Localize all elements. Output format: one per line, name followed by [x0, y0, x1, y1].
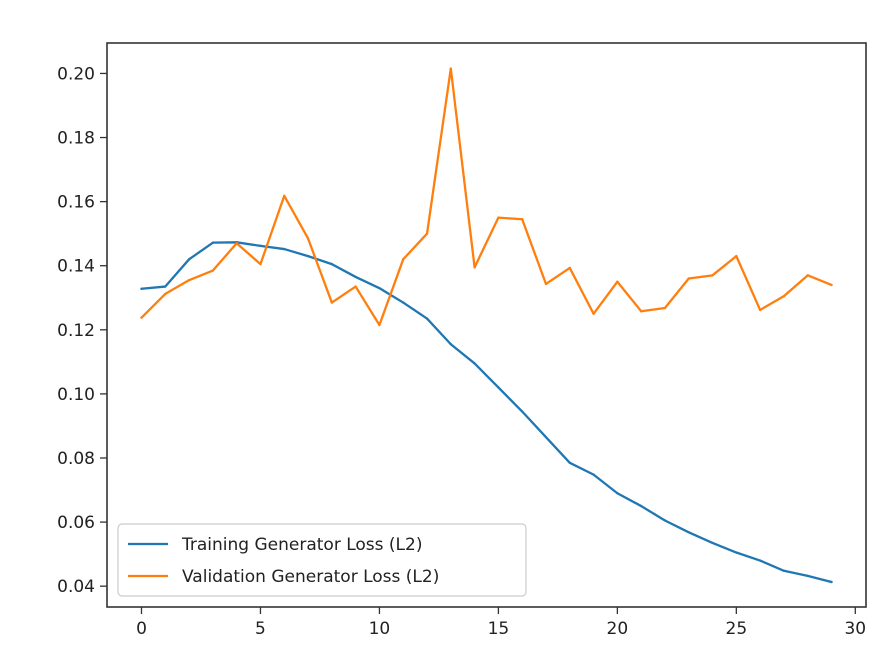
validation-data-point [544, 282, 548, 286]
validation-data-point [616, 280, 619, 283]
training-data-point [806, 574, 809, 578]
training-data-point [544, 435, 548, 439]
validation-data-point [330, 301, 334, 304]
training-data-point [140, 287, 143, 290]
training-data-point [568, 461, 571, 464]
y-tick-label: 0.18 [57, 129, 95, 149]
y-tick-label: 0.12 [57, 321, 95, 341]
x-tick-label: 10 [369, 619, 391, 639]
validation-data-point [425, 232, 429, 235]
plot-frame [106, 42, 867, 608]
y-tick-label: 0.14 [57, 257, 95, 277]
training-data-point [425, 317, 429, 320]
training-data-point [330, 262, 334, 266]
y-tick-label: 0.06 [57, 513, 95, 533]
x-tick-label: 30 [844, 619, 866, 639]
training-data-point [497, 386, 500, 389]
validation-data-point [473, 266, 476, 269]
validation-data-point [782, 294, 786, 298]
training-data-point [306, 254, 310, 258]
training-data-point [520, 410, 524, 413]
legend: Training Generator Loss (L2) Validation G… [117, 523, 527, 597]
x-tick-label: 25 [726, 619, 748, 639]
training-data-point [259, 244, 262, 248]
validation-data-point [402, 258, 405, 261]
validation-data-point [711, 274, 714, 277]
validation-data-point [758, 308, 762, 312]
y-tick-label: 0.10 [57, 385, 95, 405]
training-data-point [616, 492, 619, 495]
training-data-point [663, 519, 667, 522]
legend-box [117, 523, 527, 597]
validation-data-point [259, 262, 262, 266]
series-line-validation [140, 67, 833, 327]
validation-data-point [520, 218, 524, 221]
validation-data-point [211, 269, 215, 272]
validation-data-point [235, 242, 238, 245]
training-data-point [782, 569, 786, 572]
y-tick-label: 0.16 [57, 193, 95, 213]
training-data-point [711, 541, 714, 545]
validation-data-point [806, 274, 809, 277]
validation-data-point [592, 312, 595, 315]
x-tick-label: 15 [488, 619, 510, 639]
training-data-point [449, 343, 453, 346]
training-data-point [735, 551, 738, 554]
validation-data-point [639, 310, 643, 313]
training-data-point [402, 301, 405, 304]
series-line-training [140, 241, 833, 584]
training-data-point [639, 504, 643, 508]
training-data-point [187, 258, 191, 261]
series-layer [140, 67, 833, 584]
validation-data-point [283, 194, 286, 198]
validation-data-point [735, 254, 738, 258]
training-data-point [378, 286, 381, 290]
validation-data-point [378, 323, 381, 327]
x-axis: 0 5 10 15 20 25 30 [136, 607, 866, 639]
training-data-point [830, 580, 833, 584]
training-data-point [164, 285, 167, 288]
x-tick-label: 5 [255, 619, 266, 639]
validation-data-point [306, 237, 310, 240]
y-tick-label: 0.20 [57, 64, 95, 84]
training-data-point [687, 531, 690, 534]
validation-data-point [687, 277, 690, 280]
x-tick-label: 0 [136, 619, 147, 639]
validation-data-point [663, 306, 667, 310]
validation-data-point [187, 278, 191, 282]
x-tick-label: 20 [607, 619, 629, 639]
y-axis: 0.04 0.06 0.08 0.10 0.12 0.14 0.16 0.18 0.20 [57, 64, 107, 597]
y-tick-label: 0.04 [57, 577, 95, 597]
training-data-point [473, 362, 476, 365]
legend-label-training: Training Generator Loss (L2) [181, 535, 422, 555]
training-data-point [354, 275, 357, 279]
legend-label-validation: Validation Generator Loss (L2) [182, 567, 439, 587]
training-data-point [283, 247, 286, 251]
validation-data-point [497, 216, 500, 219]
validation-data-point [449, 67, 453, 70]
validation-data-point [354, 285, 357, 288]
training-data-point [211, 241, 215, 244]
training-data-point [592, 473, 595, 476]
training-data-point [758, 559, 762, 562]
validation-data-point [830, 283, 833, 287]
y-tick-label: 0.08 [57, 449, 95, 469]
validation-data-point [568, 266, 571, 270]
validation-data-point [164, 292, 167, 296]
validation-data-point [140, 316, 143, 319]
